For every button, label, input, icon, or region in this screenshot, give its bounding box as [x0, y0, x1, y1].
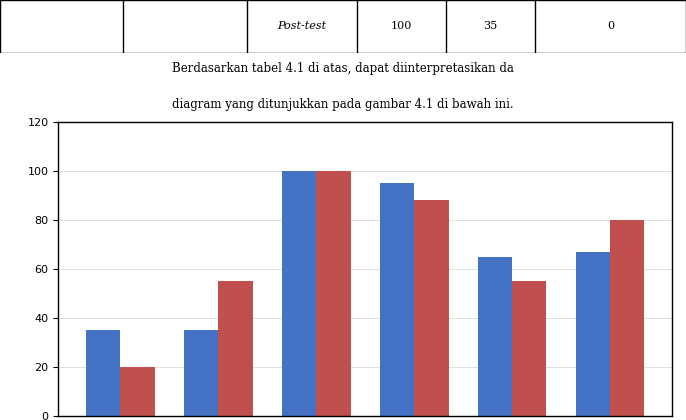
Bar	[316, 171, 351, 416]
Bar	[478, 257, 512, 416]
Text: 35: 35	[484, 21, 497, 31]
Bar	[576, 252, 610, 416]
Text: 100: 100	[390, 21, 412, 31]
Bar	[610, 220, 644, 416]
Bar	[86, 330, 121, 416]
Bar	[184, 330, 218, 416]
Bar	[121, 367, 155, 416]
Text: Post-test: Post-test	[277, 21, 327, 31]
Text: Berdasarkan tabel 4.1 di atas, dapat diinterpretasikan da: Berdasarkan tabel 4.1 di atas, dapat dii…	[172, 62, 514, 75]
Bar	[512, 281, 547, 416]
Bar	[282, 171, 316, 416]
Bar	[218, 281, 252, 416]
Text: 0: 0	[607, 21, 614, 31]
Bar	[380, 183, 414, 416]
Text: diagram yang ditunjukkan pada gambar 4.1 di bawah ini.: diagram yang ditunjukkan pada gambar 4.1…	[172, 98, 514, 111]
Bar	[414, 200, 449, 416]
